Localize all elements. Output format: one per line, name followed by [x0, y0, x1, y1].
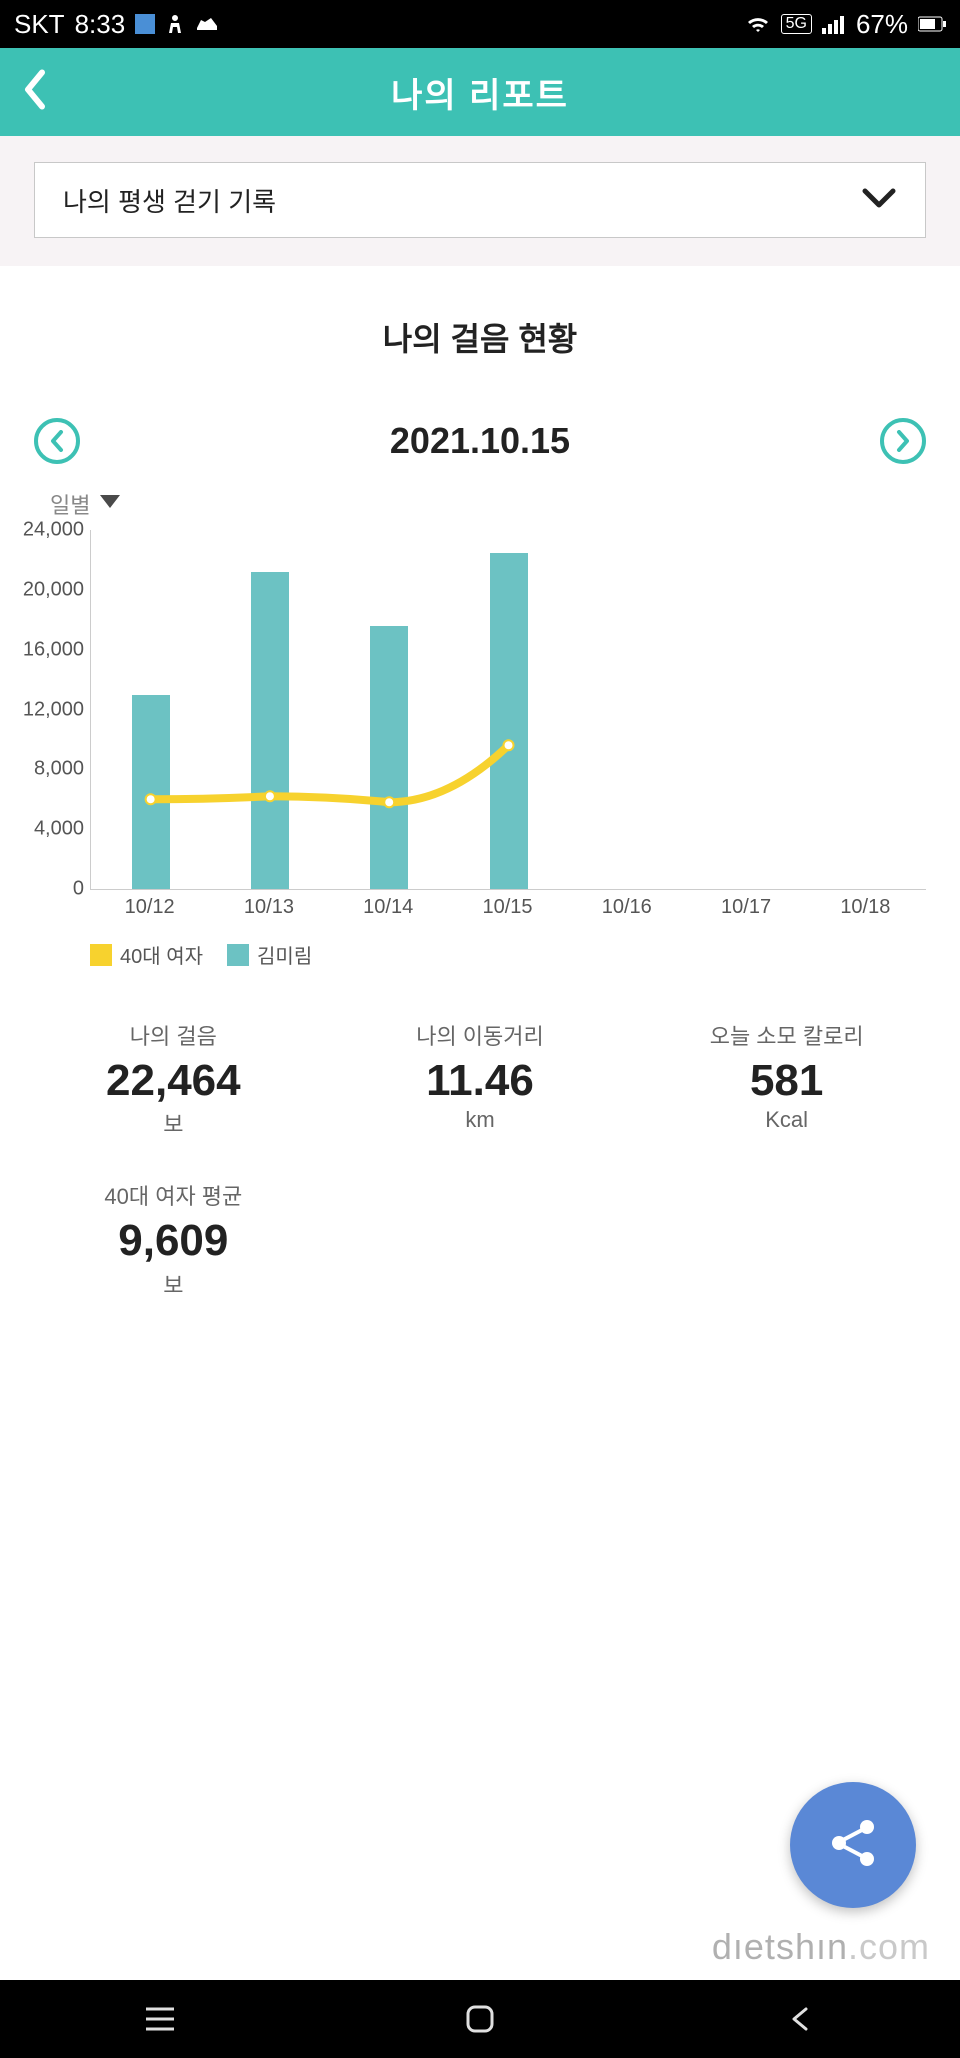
- stat-card: 나의 걸음 22,464보: [20, 1019, 327, 1139]
- y-tick-label: 16,000: [14, 638, 84, 661]
- stat-card: 나의 이동거리 11.46km: [327, 1019, 634, 1139]
- record-type-dropdown[interactable]: 나의 평생 걷기 기록: [34, 162, 926, 238]
- battery-label: 67%: [856, 9, 908, 40]
- chart-legend: 40대 여자 김미림: [0, 940, 960, 969]
- watermark: dıetshın.com: [712, 1926, 930, 1968]
- legend-label: 40대 여자: [120, 940, 203, 969]
- stat-label: 나의 걸음: [20, 1019, 327, 1051]
- battery-icon: [918, 16, 946, 32]
- stat-unit: Kcal: [633, 1107, 940, 1133]
- legend-label: 김미림: [257, 940, 312, 969]
- x-tick-label: 10/12: [125, 896, 175, 919]
- period-label: 일별: [50, 488, 90, 520]
- nav-recent-button[interactable]: [100, 2005, 220, 2033]
- share-fab[interactable]: [790, 1782, 916, 1908]
- stat-value: 11.46: [327, 1057, 634, 1105]
- wifi-icon: [745, 14, 771, 34]
- stat-label: 나의 이동거리: [327, 1019, 634, 1051]
- stat-label: 오늘 소모 칼로리: [633, 1019, 940, 1051]
- stat-card: 오늘 소모 칼로리 581Kcal: [633, 1019, 940, 1139]
- x-tick-label: 10/14: [363, 896, 413, 919]
- x-tick-label: 10/18: [840, 896, 890, 919]
- stat-value: 9,609: [20, 1217, 327, 1265]
- y-tick-label: 8,000: [14, 758, 84, 781]
- watermark-main: dıetshın: [712, 1926, 848, 1967]
- stat-card: 40대 여자 평균 9,609보: [20, 1179, 327, 1299]
- stat-unit: 보: [20, 1268, 327, 1300]
- status-app-icon: [135, 14, 155, 34]
- nav-home-button[interactable]: [420, 2004, 540, 2034]
- current-date: 2021.10.15: [390, 420, 570, 462]
- status-left: SKT 8:33: [14, 9, 219, 40]
- stat-value: 581: [633, 1057, 940, 1105]
- dropdown-section: 나의 평생 걷기 기록: [0, 136, 960, 266]
- android-nav-bar: [0, 1980, 960, 2058]
- x-tick-label: 10/17: [721, 896, 771, 919]
- y-tick-label: 12,000: [14, 698, 84, 721]
- legend-item: 40대 여자: [90, 940, 203, 969]
- chart-plot: [90, 530, 926, 890]
- status-shoe-icon: [195, 14, 219, 34]
- network-badge: 5G: [781, 14, 812, 34]
- date-navigator: 2021.10.15: [0, 418, 960, 464]
- status-right: 5G 67%: [745, 9, 946, 40]
- chevron-down-icon: [861, 187, 897, 214]
- steps-chart: 04,0008,00012,00016,00020,00024,000 10/1…: [0, 530, 960, 930]
- legend-swatch: [227, 944, 249, 966]
- section-title: 나의 걸음 현황: [0, 314, 960, 360]
- status-activity-icon: [165, 13, 185, 35]
- dropdown-label: 나의 평생 걷기 기록: [63, 182, 276, 219]
- content: 나의 걸음 현황 2021.10.15 일별 0 4,000 8,000 12,000…: [0, 314, 960, 1300]
- chart-y-axis: 04,0008,00012,00016,00020,00024,000: [10, 530, 88, 890]
- x-tick-label: 10/15: [482, 896, 532, 919]
- chart-x-axis: 10/12 10/13 10/14 10/15 10/16 10/17 10/18: [90, 890, 926, 920]
- date-prev-button[interactable]: [34, 418, 80, 464]
- signal-icon: [822, 14, 846, 34]
- nav-back-button[interactable]: [740, 2005, 860, 2033]
- stat-unit: km: [327, 1107, 634, 1133]
- y-tick-label: 20,000: [14, 578, 84, 601]
- period-selector[interactable]: 일별: [0, 488, 960, 520]
- x-tick-label: 10/13: [244, 896, 294, 919]
- chart-line: [91, 530, 926, 889]
- y-tick-label: 4,000: [14, 818, 84, 841]
- y-tick-label: 0: [14, 878, 84, 901]
- legend-swatch: [90, 944, 112, 966]
- caret-down-icon: [98, 493, 122, 516]
- page-title: 나의 리포트: [391, 68, 569, 117]
- date-next-button[interactable]: [880, 418, 926, 464]
- stats-grid: 나의 걸음22,464보나의 이동거리11.46km오늘 소모 칼로리581Kc…: [0, 1019, 960, 1300]
- y-tick-label: 24,000: [14, 519, 84, 542]
- stat-value: 22,464: [20, 1057, 327, 1105]
- app-header: 나의 리포트: [0, 48, 960, 136]
- watermark-suffix: .com: [848, 1926, 930, 1967]
- legend-item: 김미림: [227, 940, 312, 969]
- status-bar: SKT 8:33 5G 67%: [0, 0, 960, 48]
- carrier-label: SKT: [14, 9, 65, 40]
- stat-label: 40대 여자 평균: [20, 1179, 327, 1211]
- back-button[interactable]: [20, 69, 50, 116]
- share-icon: [825, 1815, 881, 1876]
- clock-label: 8:33: [75, 9, 126, 40]
- stat-unit: 보: [20, 1107, 327, 1139]
- x-tick-label: 10/16: [602, 896, 652, 919]
